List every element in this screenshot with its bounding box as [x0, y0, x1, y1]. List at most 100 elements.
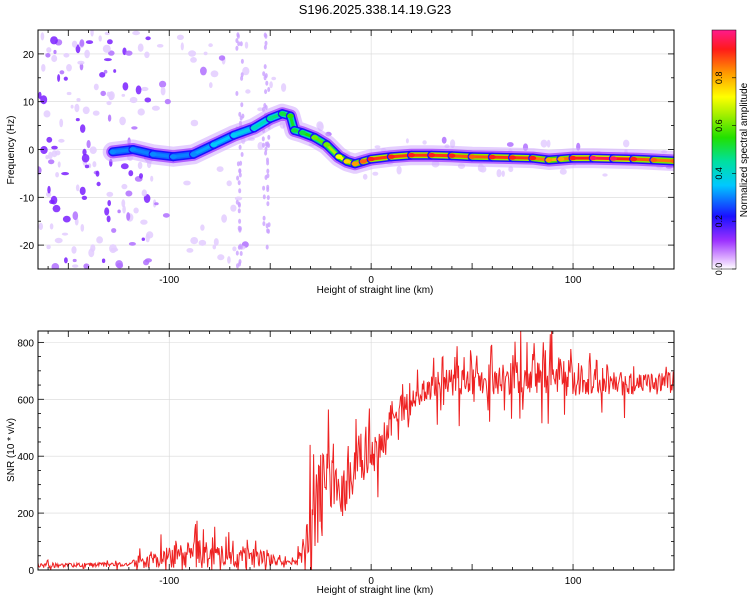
ridge-peak: [360, 159, 367, 163]
noise-speck: [72, 41, 77, 48]
artifact-speck: [267, 87, 270, 92]
noise-speck: [177, 35, 184, 40]
artifact-speck: [262, 143, 265, 148]
artifact-speck: [237, 41, 240, 46]
noise-speck: [139, 173, 143, 179]
ridge-peak: [545, 158, 552, 162]
artifact-speck: [267, 135, 270, 140]
noise-speck: [104, 207, 109, 215]
noise-speck: [106, 101, 111, 105]
noise-speck: [50, 223, 54, 229]
noise-speck: [497, 169, 502, 177]
noise-speck: [99, 72, 105, 78]
noise-speck: [48, 159, 54, 164]
artifact-speck: [266, 169, 269, 174]
snr-x-tick-label: -100: [159, 576, 179, 587]
ridge-peak: [190, 152, 197, 156]
noise-speck: [71, 105, 74, 109]
noise-speck: [108, 91, 114, 100]
artifact-speck: [262, 221, 265, 226]
ridge-peak: [287, 114, 294, 118]
noise-speck: [107, 39, 113, 44]
noise-speck: [190, 237, 198, 244]
artifact-speck: [263, 103, 266, 108]
noise-speck: [188, 50, 196, 56]
noise-speck: [53, 205, 61, 212]
noise-speck: [181, 42, 184, 50]
spectrogram-x-tick-label: 100: [565, 275, 582, 286]
ridge-peak: [150, 152, 157, 156]
noise-speck: [131, 126, 137, 129]
artifact-speck: [238, 112, 241, 117]
snr-y-tick-label: 200: [17, 509, 34, 520]
ridge-peak: [170, 155, 177, 159]
noise-speck: [109, 244, 117, 253]
noise-speck: [52, 263, 60, 271]
noise-speck: [82, 154, 90, 163]
noise-speck: [200, 67, 207, 76]
noise-speck: [146, 231, 153, 238]
noise-speck: [269, 81, 273, 88]
noise-speck: [55, 172, 59, 177]
noise-speck: [502, 171, 505, 177]
noise-speck: [132, 31, 140, 35]
colorbar-gradient: [712, 30, 736, 269]
colorbar-tick-label: 0.8: [714, 72, 724, 85]
chart-title: S196.2025.338.14.19.G23: [299, 2, 452, 17]
artifact-speck: [267, 143, 270, 148]
noise-speck: [163, 213, 170, 218]
artifact-speck: [264, 89, 267, 94]
noise-speck: [100, 91, 106, 96]
ridge-peak: [570, 156, 577, 160]
artifact-speck: [264, 33, 267, 38]
artifact-speck: [237, 34, 240, 39]
noise-speck: [73, 211, 79, 220]
noise-speck: [51, 55, 57, 62]
noise-speck: [123, 82, 129, 90]
noise-speck: [88, 248, 94, 257]
ridge-peak: [408, 153, 415, 157]
noise-speck: [41, 32, 45, 40]
noise-speck: [209, 82, 213, 88]
noise-speck: [47, 186, 50, 194]
noise-speck: [63, 216, 71, 223]
ridge-peak: [557, 157, 564, 161]
noise-speck: [64, 257, 68, 263]
noise-speck: [281, 83, 286, 92]
spectrogram-y-tick-label: -10: [20, 193, 35, 204]
noise-speck: [121, 184, 127, 189]
noise-speck: [211, 70, 219, 77]
noise-speck: [200, 224, 204, 230]
artifact-speck: [238, 203, 241, 208]
artifact-speck: [265, 41, 268, 46]
noise-speck: [221, 214, 227, 223]
snr-x-axis-label: Height of straight line (km): [317, 585, 434, 596]
noise-speck: [271, 77, 276, 81]
noise-speck: [63, 53, 69, 58]
ridge-peak: [267, 116, 274, 120]
noise-speck: [49, 200, 55, 204]
noise-speck: [108, 115, 111, 122]
noise-speck: [76, 118, 80, 121]
noise-speck: [104, 58, 112, 61]
noise-speck: [71, 246, 76, 254]
noise-speck: [61, 172, 69, 175]
noise-speck: [126, 212, 130, 221]
artifact-speck: [236, 251, 239, 256]
spectrogram-y-tick-label: 20: [23, 50, 35, 61]
noise-speck: [121, 163, 129, 169]
noise-speck: [103, 45, 111, 53]
artifact-speck: [266, 161, 269, 166]
noise-speck: [560, 169, 567, 175]
noise-speck: [80, 187, 86, 195]
noise-speck: [119, 117, 126, 126]
noise-speck: [507, 142, 514, 147]
colorbar-tick-label: 0.6: [714, 119, 724, 132]
artifact-speck: [238, 180, 241, 185]
spectrogram-x-tick-label: -100: [159, 275, 179, 286]
noise-speck: [94, 84, 99, 91]
noise-speck: [128, 170, 133, 176]
noise-speck: [623, 140, 629, 148]
artifact-speck: [267, 195, 270, 200]
noise-speck: [245, 42, 248, 49]
